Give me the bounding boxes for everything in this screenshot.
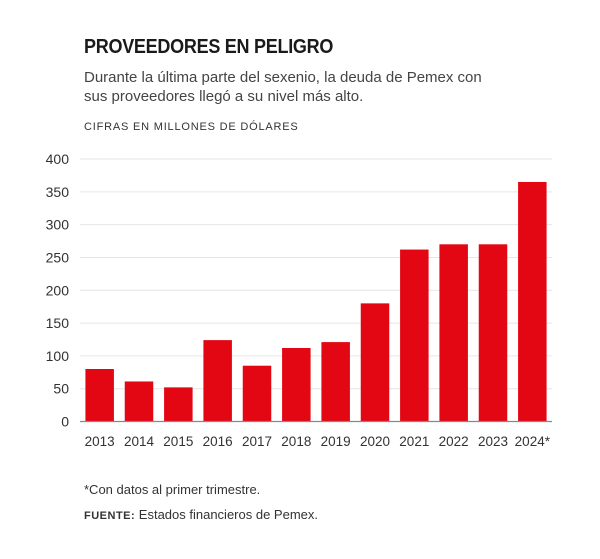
y-tick-label: 350 xyxy=(46,184,70,200)
bar-2019 xyxy=(321,342,350,422)
y-tick-label: 0 xyxy=(61,414,69,430)
bar-2022 xyxy=(439,244,468,422)
footnote: *Con datos al primer trimestre. xyxy=(84,482,261,497)
chart-title: PROVEEDORES EN PELIGRO xyxy=(84,36,334,58)
bar-2023 xyxy=(478,244,508,422)
x-tick-label: 2016 xyxy=(203,434,233,449)
bar-2014 xyxy=(124,381,154,422)
source-line: FUENTE: Estados financieros de Pemex. xyxy=(84,507,318,522)
bar-2016 xyxy=(203,340,232,422)
x-tick-label: 2013 xyxy=(85,434,115,449)
source-label: FUENTE: xyxy=(84,510,136,522)
x-tick-label: 2022 xyxy=(439,434,469,449)
x-tick-label: 2017 xyxy=(242,434,272,449)
x-tick-label: 2024* xyxy=(515,434,551,449)
bar-2021 xyxy=(400,249,429,422)
bar-2015 xyxy=(164,387,193,422)
y-tick-label: 50 xyxy=(53,381,69,397)
y-tick-label: 250 xyxy=(46,249,70,265)
source-text: Estados financieros de Pemex. xyxy=(135,507,318,522)
x-tick-label: 2021 xyxy=(399,434,429,449)
y-axis-label: CIFRAS EN MILLONES DE DÓLARES xyxy=(84,121,299,133)
y-tick-label: 200 xyxy=(46,282,70,298)
y-tick-label: 300 xyxy=(46,217,70,233)
x-tick-label: 2018 xyxy=(281,434,311,449)
x-tick-label: 2015 xyxy=(163,434,193,449)
y-tick-label: 150 xyxy=(46,315,70,331)
bar-2017 xyxy=(242,365,272,422)
bar-2018 xyxy=(282,348,311,422)
bar-2020 xyxy=(360,303,390,422)
chart-subtitle: Durante la última parte del sexenio, la … xyxy=(84,69,482,105)
y-tick-label: 100 xyxy=(46,348,70,364)
x-tick-label: 2014 xyxy=(124,434,155,449)
x-tick-label: 2020 xyxy=(360,434,390,449)
bar-2013 xyxy=(85,369,114,422)
x-tick-label: 2023 xyxy=(478,434,508,449)
y-tick-label: 400 xyxy=(46,151,70,167)
x-tick-label: 2019 xyxy=(321,434,351,449)
bar-2024 xyxy=(518,181,547,422)
